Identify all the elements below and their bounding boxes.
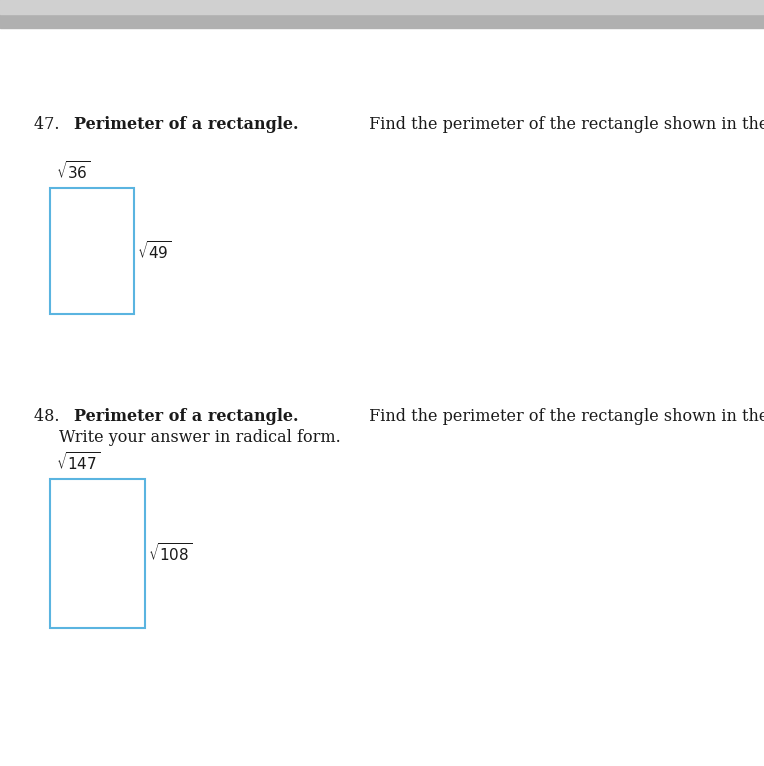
- Bar: [50, 188, 134, 314]
- Text: Find the perimeter of the rectangle shown in the figure.: Find the perimeter of the rectangle show…: [364, 116, 764, 133]
- Text: $\sqrt{108}$: $\sqrt{108}$: [148, 542, 193, 564]
- Text: Write your answer in radical form.: Write your answer in radical form.: [59, 429, 341, 446]
- Text: $\sqrt{49}$: $\sqrt{49}$: [137, 241, 171, 262]
- Text: 47.: 47.: [34, 116, 65, 133]
- Bar: [0, 0, 764, 15]
- Bar: [50, 479, 145, 628]
- Text: Perimeter of a rectangle.: Perimeter of a rectangle.: [74, 408, 299, 424]
- Text: $\sqrt{36}$: $\sqrt{36}$: [56, 160, 90, 182]
- Text: $\sqrt{147}$: $\sqrt{147}$: [56, 451, 100, 473]
- Text: Perimeter of a rectangle.: Perimeter of a rectangle.: [74, 116, 299, 133]
- Bar: [0, 0, 764, 28]
- Text: Find the perimeter of the rectangle shown in the figure.: Find the perimeter of the rectangle show…: [364, 408, 764, 424]
- Text: 48.: 48.: [34, 408, 65, 424]
